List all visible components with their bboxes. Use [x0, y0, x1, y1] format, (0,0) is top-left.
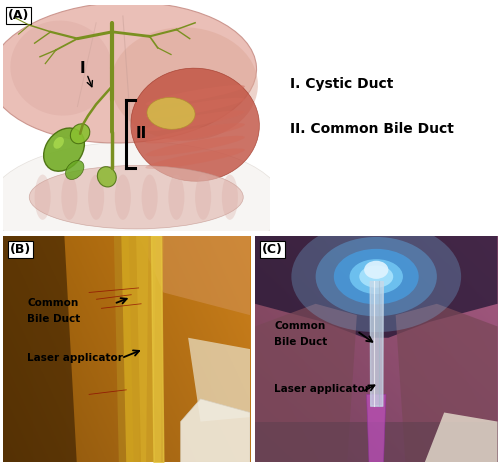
Ellipse shape: [146, 85, 245, 106]
Polygon shape: [255, 304, 357, 462]
Ellipse shape: [34, 175, 50, 220]
Text: Common: Common: [27, 298, 78, 308]
Ellipse shape: [146, 98, 245, 118]
Ellipse shape: [195, 175, 211, 220]
Ellipse shape: [147, 98, 195, 129]
Text: II: II: [136, 126, 147, 142]
Text: Common: Common: [274, 321, 326, 331]
Ellipse shape: [146, 136, 245, 156]
Ellipse shape: [146, 123, 245, 143]
Ellipse shape: [222, 175, 238, 220]
Ellipse shape: [10, 21, 113, 115]
Polygon shape: [255, 422, 498, 462]
Ellipse shape: [316, 237, 437, 316]
Polygon shape: [180, 399, 250, 462]
Polygon shape: [425, 412, 498, 462]
Ellipse shape: [54, 137, 64, 149]
Ellipse shape: [29, 165, 243, 229]
Ellipse shape: [66, 161, 84, 179]
Ellipse shape: [0, 2, 256, 143]
Polygon shape: [122, 236, 148, 462]
Ellipse shape: [146, 149, 245, 169]
Ellipse shape: [131, 68, 260, 181]
Text: (A): (A): [8, 9, 29, 22]
Ellipse shape: [360, 266, 393, 288]
Ellipse shape: [142, 175, 158, 220]
Ellipse shape: [88, 175, 104, 220]
Polygon shape: [138, 236, 250, 315]
Text: Laser applicator: Laser applicator: [274, 384, 370, 394]
Ellipse shape: [146, 110, 245, 131]
Ellipse shape: [168, 175, 184, 220]
Polygon shape: [2, 236, 77, 462]
Ellipse shape: [44, 128, 84, 171]
Ellipse shape: [364, 261, 388, 279]
Polygon shape: [128, 236, 156, 462]
Ellipse shape: [111, 27, 258, 141]
Text: II. Common Bile Duct: II. Common Bile Duct: [290, 122, 454, 136]
Polygon shape: [136, 236, 164, 462]
Polygon shape: [366, 394, 386, 462]
Polygon shape: [255, 236, 498, 338]
Text: I. Cystic Duct: I. Cystic Duct: [290, 77, 394, 91]
Polygon shape: [396, 304, 498, 462]
Ellipse shape: [115, 175, 131, 220]
Ellipse shape: [62, 175, 78, 220]
Polygon shape: [114, 236, 141, 462]
Text: Bile Duct: Bile Duct: [27, 314, 80, 324]
Ellipse shape: [292, 221, 461, 332]
Text: Bile Duct: Bile Duct: [274, 337, 328, 347]
Polygon shape: [188, 338, 250, 422]
Ellipse shape: [98, 167, 116, 187]
Text: I: I: [80, 61, 86, 76]
Ellipse shape: [350, 259, 403, 294]
Ellipse shape: [70, 124, 90, 144]
Ellipse shape: [334, 249, 418, 304]
Text: (B): (B): [10, 243, 31, 255]
Text: Laser applicator: Laser applicator: [27, 353, 123, 363]
Text: (C): (C): [262, 243, 283, 255]
Ellipse shape: [0, 142, 284, 266]
